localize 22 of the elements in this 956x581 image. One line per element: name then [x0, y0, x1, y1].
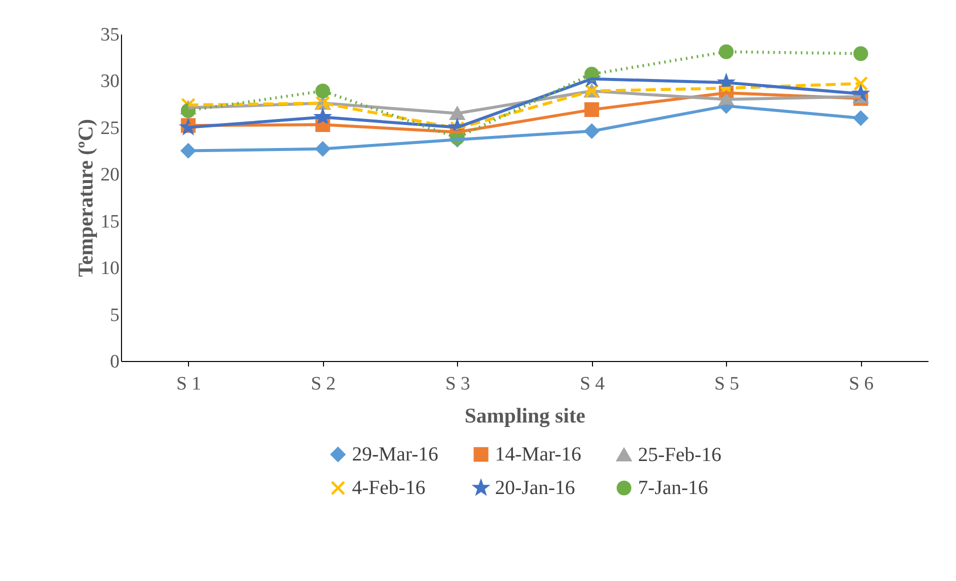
y-axis-title: Temperature (ºC) [74, 119, 98, 277]
legend-label: 4-Feb-16 [352, 477, 426, 499]
x-tick-label: S 1 [176, 374, 202, 394]
legend-label: 29-Mar-16 [352, 443, 438, 466]
y-tick-label: 20 [100, 164, 120, 186]
x-tick-label: S 6 [848, 374, 874, 394]
x-tick-label: S 4 [580, 374, 606, 394]
x-tick-label: S 5 [714, 374, 740, 394]
legend-label: 25-Feb-16 [638, 444, 722, 466]
x-axis-title: Sampling site [464, 404, 586, 428]
x-tick-label: S 2 [310, 374, 336, 394]
y-tick-label: 10 [100, 258, 120, 280]
y-tick-label: 15 [100, 211, 120, 232]
legend-label: 14-Mar-16 [495, 443, 582, 466]
y-tick-label: 25 [100, 118, 120, 139]
x-tick-label: S 3 [445, 374, 470, 394]
y-tick-label: 35 [100, 24, 120, 46]
legend-label: 7-Jan-16 [638, 477, 708, 499]
y-tick-label: 30 [100, 71, 120, 92]
y-tick-label: 5 [110, 304, 120, 326]
y-tick-label: 0 [110, 352, 120, 372]
legend-label: 20-Jan-16 [495, 477, 575, 499]
